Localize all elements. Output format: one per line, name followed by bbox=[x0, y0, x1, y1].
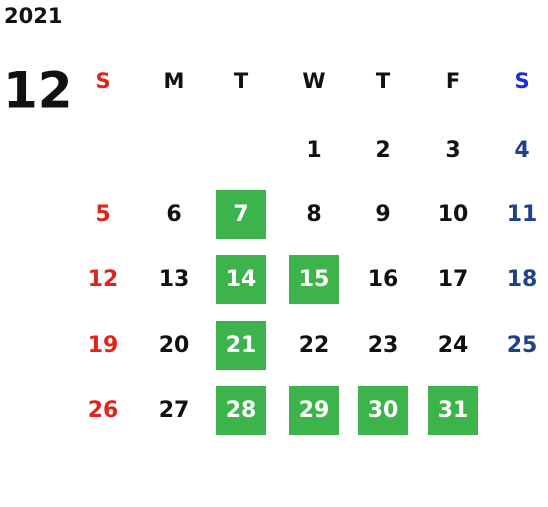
day-number: 25 bbox=[507, 333, 538, 358]
day-number: 6 bbox=[166, 202, 181, 227]
weekday-header: T bbox=[376, 69, 391, 93]
weekday-header: T bbox=[234, 69, 249, 93]
marked-day-box bbox=[216, 321, 266, 370]
day-number: 19 bbox=[88, 333, 119, 358]
day-number: 14 bbox=[226, 267, 257, 292]
year: 2021 bbox=[4, 4, 62, 28]
day-number: 7 bbox=[233, 202, 248, 227]
day-number: 10 bbox=[438, 202, 469, 227]
marked-day-box bbox=[358, 386, 408, 435]
marked-day-box bbox=[289, 255, 339, 304]
month: 12 bbox=[3, 62, 73, 120]
day-number: 8 bbox=[306, 202, 321, 227]
marked-day-box bbox=[216, 190, 266, 239]
day-number: 26 bbox=[88, 398, 119, 423]
weekday-header: F bbox=[446, 69, 460, 93]
day-number: 28 bbox=[226, 398, 257, 423]
day-number: 30 bbox=[368, 398, 399, 423]
marked-day-box bbox=[216, 255, 266, 304]
weekday-header: S bbox=[95, 69, 110, 93]
day-number: 20 bbox=[159, 333, 190, 358]
marked-day-box bbox=[216, 386, 266, 435]
day-number: 5 bbox=[95, 202, 110, 227]
day-number: 29 bbox=[299, 398, 330, 423]
day-number: 23 bbox=[368, 333, 399, 358]
weekday-header: M bbox=[164, 69, 185, 93]
weekday-header: W bbox=[302, 69, 325, 93]
marked-day-box bbox=[428, 386, 478, 435]
marked-day-box bbox=[289, 386, 339, 435]
day-number: 31 bbox=[438, 398, 469, 423]
day-number: 21 bbox=[226, 333, 257, 358]
weekday-header: S bbox=[514, 69, 529, 93]
day-number: 15 bbox=[299, 267, 330, 292]
day-number: 11 bbox=[507, 202, 538, 227]
day-number: 18 bbox=[507, 267, 538, 292]
day-number: 2 bbox=[375, 138, 390, 163]
day-number: 4 bbox=[514, 138, 529, 163]
day-number: 22 bbox=[299, 333, 330, 358]
day-number: 1 bbox=[306, 138, 321, 163]
day-number: 17 bbox=[438, 267, 469, 292]
day-number: 12 bbox=[88, 267, 119, 292]
day-number: 27 bbox=[159, 398, 190, 423]
day-number: 24 bbox=[438, 333, 469, 358]
day-number: 3 bbox=[445, 138, 460, 163]
day-number: 13 bbox=[159, 267, 190, 292]
day-number: 16 bbox=[368, 267, 399, 292]
day-number: 9 bbox=[375, 202, 390, 227]
